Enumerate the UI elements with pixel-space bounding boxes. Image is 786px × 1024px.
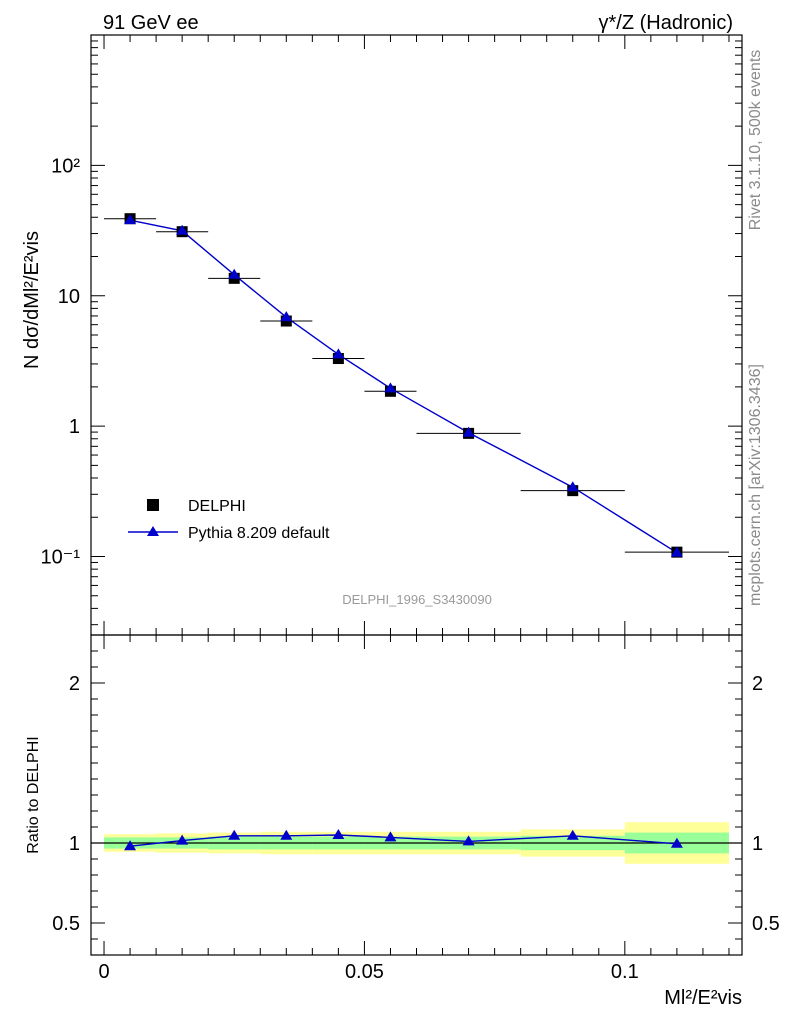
legend-label-mc: Pythia 8.209 default [188, 525, 330, 542]
ratio-mc-point [566, 829, 579, 840]
ratio-mc-point [124, 840, 137, 851]
ratio-y-tick-label-right: 2 [752, 673, 763, 695]
ratio-mc-point [176, 834, 189, 845]
ratio-y-tick-label-right: 1 [752, 833, 763, 855]
ratio-axis-ticks [91, 635, 742, 955]
ratio-marks [124, 829, 683, 851]
main-y-tick-label: 10⁻¹ [41, 547, 81, 569]
mc-point [124, 214, 137, 225]
header-right: γ*/Z (Hadronic) [599, 12, 733, 34]
main-axis-ticks [91, 35, 742, 635]
mcplots-label: mcplots.cern.ch [arXiv:1306.3436] [747, 364, 764, 606]
header-left: 91 GeV ee [103, 12, 199, 34]
mc-point [176, 224, 189, 235]
ratio-panel [91, 822, 742, 864]
ratio-y-axis-label: Ratio to DELPHI [25, 736, 42, 853]
main-frame [90, 34, 743, 636]
ratio-y-tick-label: 1 [69, 833, 80, 855]
mc-point [670, 546, 683, 557]
x-tick-labels: 0 0.05 0.1 [98, 961, 638, 983]
main-y-tick-label: 1 [69, 416, 80, 438]
ratio-mc-point [384, 831, 397, 842]
main-y-axis-label: N dσ/dMl²/E²vis [21, 231, 43, 369]
main-marks [104, 213, 729, 558]
main-y-tick-labels: 10⁻¹ 1 10 10² [41, 155, 81, 568]
ratio-y-tick-labels: 0.5 0.5 1 1 2 2 [52, 673, 780, 935]
x-tick-label: 0 [98, 961, 109, 983]
ratio-mc-point [462, 835, 475, 846]
legend: DELPHI Pythia 8.209 default [128, 498, 330, 542]
rivet-version-label: Rivet 3.1.10, 500k events [747, 50, 764, 231]
x-axis-label: Ml²/E²vis [664, 987, 742, 1009]
ratio-y-tick-label: 2 [69, 673, 80, 695]
mc-point [332, 348, 345, 359]
main-y-tick-label: 10 [58, 286, 80, 308]
analysis-tag: DELPHI_1996_S3430090 [342, 592, 492, 607]
legend-label-delphi: DELPHI [188, 498, 246, 515]
mc-point [384, 382, 397, 393]
ratio-frame [90, 634, 743, 956]
ratio-y-tick-label: 0.5 [52, 913, 80, 935]
ratio-mc-point [670, 837, 683, 848]
mc-point [228, 268, 241, 279]
x-tick-label: 0.1 [611, 961, 639, 983]
legend-marker-mc [147, 526, 159, 536]
x-tick-label: 0.05 [345, 961, 384, 983]
ratio-mc-point [332, 829, 345, 839]
ratio-mc-point [280, 829, 293, 840]
legend-marker-delphi [147, 499, 159, 511]
mc-point [462, 426, 475, 437]
data-point [332, 353, 344, 365]
main-y-tick-label: 10² [51, 155, 80, 177]
mc-point [566, 481, 579, 492]
mc-point [280, 311, 293, 322]
ratio-mc-point [228, 829, 241, 840]
ratio-y-tick-label-right: 0.5 [752, 913, 780, 935]
